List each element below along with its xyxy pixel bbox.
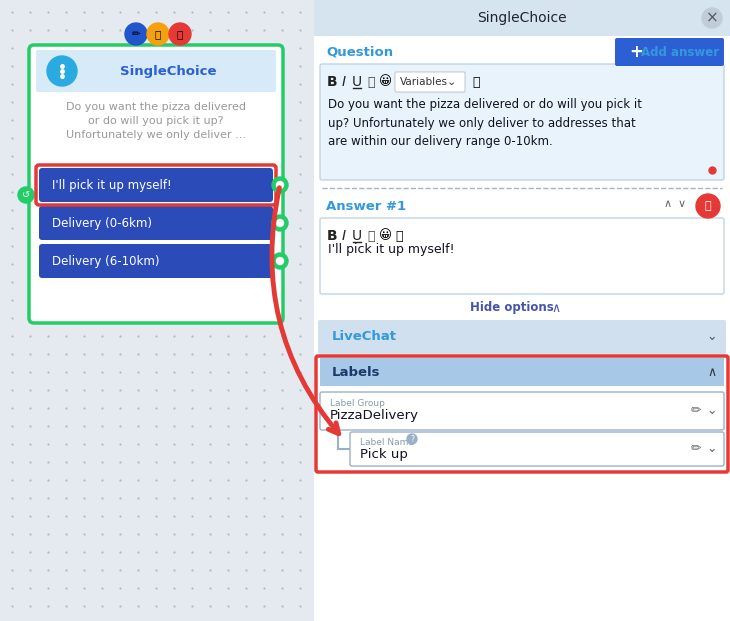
FancyBboxPatch shape <box>320 358 724 386</box>
Text: Delivery (0-6km): Delivery (0-6km) <box>52 217 152 230</box>
Text: 📋: 📋 <box>472 76 480 89</box>
Text: ∧: ∧ <box>551 302 561 314</box>
Text: PizzaDelivery: PizzaDelivery <box>330 409 419 422</box>
Text: Do you want the pizza delivered or do will you pick it
up? Unfortunately we only: Do you want the pizza delivered or do wi… <box>328 98 642 148</box>
Text: Variables: Variables <box>400 77 448 87</box>
FancyBboxPatch shape <box>320 392 724 430</box>
Text: Question: Question <box>326 45 393 58</box>
Circle shape <box>272 253 288 269</box>
Text: ⌄: ⌄ <box>707 443 718 455</box>
Circle shape <box>18 187 34 203</box>
Text: Do you want the pizza delivered
or do will you pick it up?
Unfortunately we only: Do you want the pizza delivered or do wi… <box>66 102 246 140</box>
Text: Hide options: Hide options <box>470 302 554 314</box>
Text: B: B <box>327 229 337 243</box>
FancyBboxPatch shape <box>318 320 726 354</box>
Text: SingleChoice: SingleChoice <box>120 65 216 78</box>
Circle shape <box>272 215 288 231</box>
Text: 🗑: 🗑 <box>177 29 183 39</box>
Text: I'll pick it up myself!: I'll pick it up myself! <box>52 178 172 191</box>
Circle shape <box>696 194 720 218</box>
Text: B: B <box>327 75 337 89</box>
Circle shape <box>702 8 722 28</box>
Text: ∧: ∧ <box>707 366 717 379</box>
Circle shape <box>277 219 283 227</box>
Text: Pick up: Pick up <box>360 448 408 461</box>
Text: I: I <box>342 229 346 243</box>
Text: I'll pick it up myself!: I'll pick it up myself! <box>328 243 455 256</box>
Circle shape <box>147 23 169 45</box>
Circle shape <box>125 23 147 45</box>
Text: ∧: ∧ <box>664 199 672 209</box>
Text: Delivery (6-10km): Delivery (6-10km) <box>52 255 159 268</box>
Text: ⌄: ⌄ <box>707 404 718 417</box>
FancyBboxPatch shape <box>316 356 728 472</box>
Text: Label Name: Label Name <box>360 438 414 447</box>
FancyBboxPatch shape <box>39 168 273 202</box>
Text: U: U <box>352 229 362 243</box>
Text: LiveChat: LiveChat <box>332 330 397 343</box>
Circle shape <box>407 434 417 444</box>
Text: 📋: 📋 <box>395 230 403 242</box>
Text: Add answer: Add answer <box>641 45 719 58</box>
Text: Label Group: Label Group <box>330 399 385 408</box>
Text: +: + <box>629 43 643 61</box>
Text: 🗑: 🗑 <box>704 201 711 211</box>
FancyBboxPatch shape <box>314 0 730 36</box>
Circle shape <box>277 258 283 265</box>
Text: ↺: ↺ <box>22 190 30 200</box>
FancyBboxPatch shape <box>350 432 724 466</box>
FancyBboxPatch shape <box>36 50 276 92</box>
Text: Answer #1: Answer #1 <box>326 199 406 212</box>
FancyBboxPatch shape <box>320 218 724 294</box>
FancyBboxPatch shape <box>39 244 273 278</box>
Text: U: U <box>352 75 362 89</box>
Text: ✏: ✏ <box>691 443 702 455</box>
FancyBboxPatch shape <box>320 64 724 180</box>
Text: ⛓: ⛓ <box>367 76 374 89</box>
Text: ⌄: ⌄ <box>707 330 718 343</box>
FancyBboxPatch shape <box>615 38 724 66</box>
Text: ∨: ∨ <box>678 199 686 209</box>
Text: ?: ? <box>410 435 414 443</box>
Text: ⌄: ⌄ <box>446 77 456 87</box>
Text: ✏: ✏ <box>691 404 702 417</box>
Text: ×: × <box>706 11 718 25</box>
Circle shape <box>277 181 283 189</box>
Text: 😀: 😀 <box>378 230 391 242</box>
Text: 😀: 😀 <box>378 76 391 89</box>
FancyBboxPatch shape <box>29 45 283 323</box>
Text: ⛓: ⛓ <box>367 230 374 242</box>
Text: 📊: 📊 <box>155 29 161 39</box>
FancyBboxPatch shape <box>314 0 730 621</box>
Circle shape <box>169 23 191 45</box>
Circle shape <box>47 56 77 86</box>
Text: I: I <box>342 75 346 89</box>
FancyBboxPatch shape <box>395 72 465 92</box>
Text: SingleChoice: SingleChoice <box>477 11 566 25</box>
Text: Labels: Labels <box>332 366 380 379</box>
Circle shape <box>272 177 288 193</box>
FancyBboxPatch shape <box>39 206 273 240</box>
Text: ✏: ✏ <box>131 29 140 39</box>
